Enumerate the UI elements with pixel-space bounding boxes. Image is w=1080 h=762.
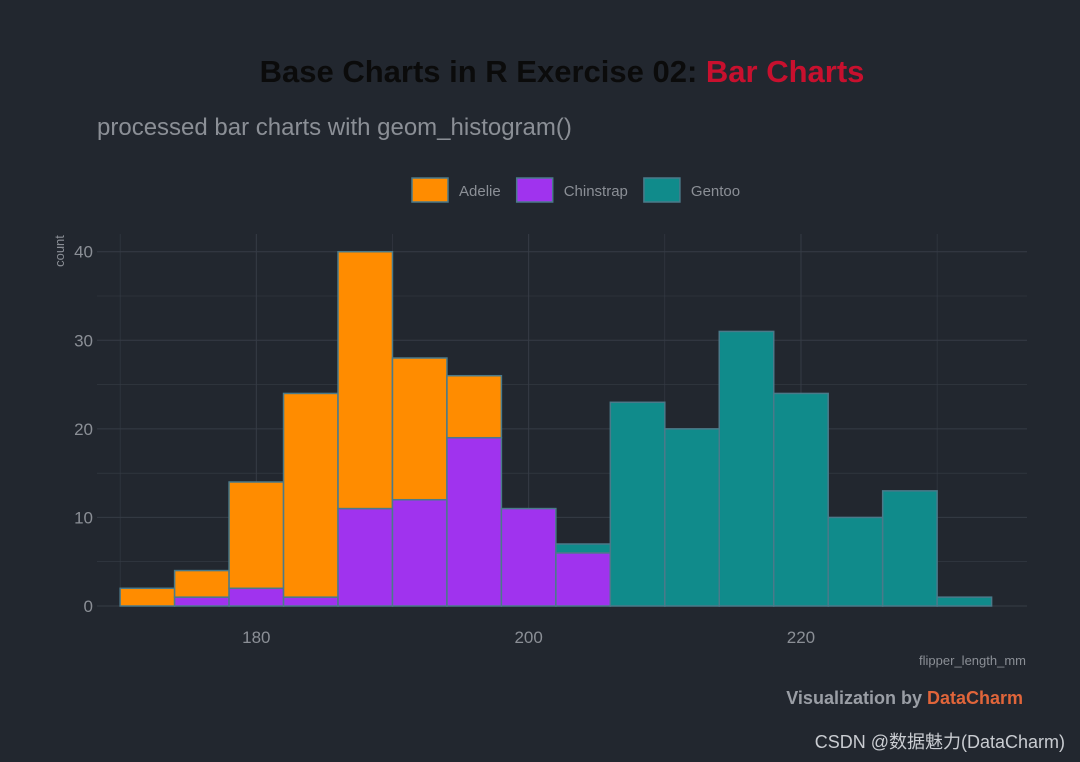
bar-chinstrap [282,596,339,607]
bar-adelie [446,374,503,439]
y-tick-label: 10 [74,508,93,527]
bar-gentoo [609,401,666,607]
bar-gentoo [936,596,993,607]
bar-gentoo [772,392,829,607]
bar-adelie [119,587,176,607]
legend-swatch-adelie [411,177,449,203]
legend-label-chinstrap: Chinstrap [564,183,628,200]
axis-ticks: 0 10 20 30 40 180 200 220 [74,243,815,647]
title-prefix: Base Charts in R Exercise 02: [260,54,706,89]
y-tick-label: 20 [74,420,93,439]
legend-label-adelie: Adelie [459,183,501,200]
bar-gentoo [664,428,721,607]
caption-brand: DataCharm [927,688,1023,708]
x-tick-label: 220 [787,628,815,647]
bar-gentoo [881,490,938,607]
bar-chinstrap [337,507,394,607]
bar-gentoo [555,543,612,554]
bar-chinstrap [555,552,612,607]
bar-adelie [391,357,448,501]
y-tick-label: 0 [84,597,93,616]
y-tick-label: 40 [74,243,93,262]
bar-gentoo [827,516,884,607]
bar-chinstrap [173,596,230,607]
y-tick-label: 30 [74,331,93,350]
bar-adelie [173,569,230,598]
bar-chinstrap [500,507,557,607]
bar-adelie [337,250,394,510]
caption: Visualization by DataCharm [786,688,1023,708]
bar-gentoo [718,330,775,607]
chart-title: Base Charts in R Exercise 02: Bar Charts [260,54,865,89]
bar-adelie [228,481,285,590]
bar-adelie [282,392,339,598]
x-tick-label: 200 [514,628,542,647]
bar-chinstrap [446,436,503,607]
legend-swatch-gentoo [643,177,681,203]
legend: Adelie Chinstrap Gentoo [411,177,740,203]
x-axis-label: flipper_length_mm [919,653,1026,668]
watermark: CSDN @数据魅力(DataCharm) [815,732,1065,752]
legend-label-gentoo: Gentoo [691,183,740,200]
y-axis-label: count [52,235,67,267]
x-tick-label: 180 [242,628,270,647]
title-highlight: Bar Charts [706,54,865,89]
caption-prefix: Visualization by [786,688,927,708]
chart-subtitle: processed bar charts with geom_histogram… [97,114,572,141]
legend-swatch-chinstrap [515,177,554,203]
histogram-bars [119,250,993,607]
bar-chinstrap [391,498,448,607]
bar-chinstrap [228,587,285,607]
